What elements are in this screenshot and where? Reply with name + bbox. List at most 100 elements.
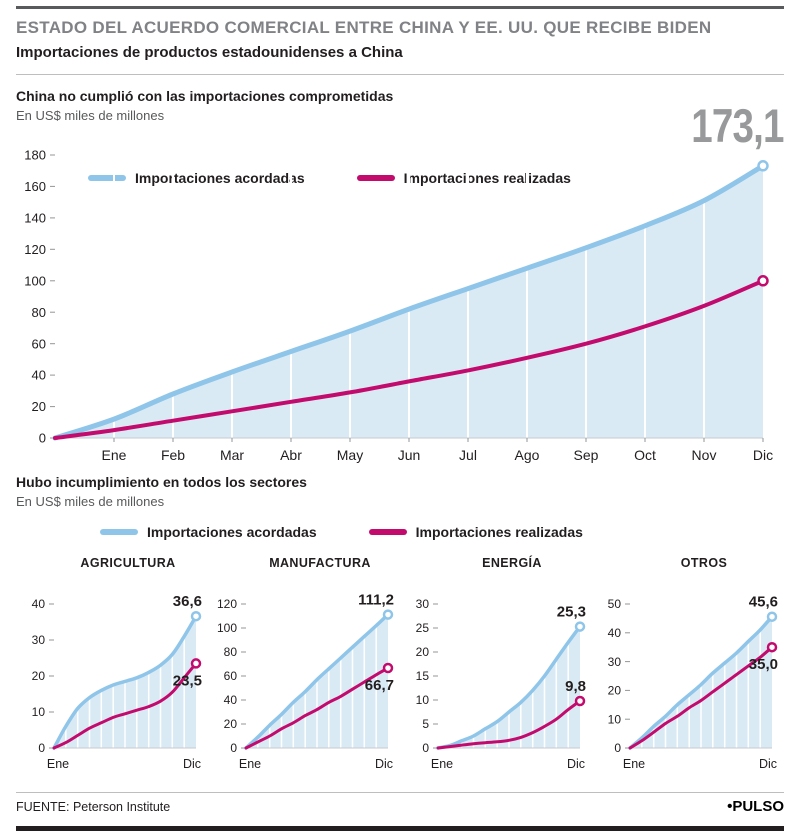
svg-text:Ago: Ago: [515, 447, 540, 463]
legend-item-agreed: Importaciones acordadas: [100, 524, 317, 540]
svg-text:Ene: Ene: [623, 757, 645, 771]
svg-text:20: 20: [224, 717, 238, 731]
svg-text:Dic: Dic: [753, 447, 773, 463]
svg-text:10: 10: [32, 705, 46, 719]
svg-text:Jul: Jul: [459, 447, 477, 463]
small-chart-otros: OTROS 0 10 20 30 40 50 Ene Dic 45,6 35,0: [592, 556, 784, 778]
svg-text:Abr: Abr: [280, 447, 302, 463]
svg-text:20: 20: [416, 645, 430, 659]
svg-text:Mar: Mar: [220, 447, 244, 463]
agreed-line-swatch: [88, 175, 126, 181]
section1-subtitle: En US$ miles de millones: [16, 108, 165, 123]
svg-text:30: 30: [608, 655, 622, 669]
svg-text:40: 40: [224, 693, 238, 707]
chart-title-manufactura: MANUFACTURA: [269, 556, 371, 570]
section1-title: China no cumplió con las importaciones c…: [16, 88, 394, 104]
svg-text:25: 25: [416, 621, 430, 635]
chart-energia: 0 5 10 15 20 25 30 Ene Dic 25,3 9,8: [416, 597, 586, 771]
svg-text:20: 20: [32, 399, 46, 414]
svg-text:30: 30: [416, 597, 430, 611]
svg-text:50: 50: [608, 597, 622, 611]
svg-text:5: 5: [422, 717, 429, 731]
section2-title: Hubo incumplimiento en todos los sectore…: [16, 474, 307, 490]
svg-text:Dic: Dic: [375, 757, 393, 771]
section2-subtitle: En US$ miles de millones: [16, 494, 165, 509]
svg-text:0: 0: [230, 741, 237, 755]
svg-text:100: 100: [24, 273, 46, 288]
svg-text:May: May: [337, 447, 363, 463]
svg-text:80: 80: [32, 305, 46, 320]
svg-text:Dic: Dic: [183, 757, 201, 771]
legend-label-agreed: Importaciones acordadas: [147, 524, 317, 540]
chart-title-energia: ENERGÍA: [482, 556, 542, 570]
agreed-line-swatch: [100, 529, 138, 535]
small-chart-manufactura: MANUFACTURA 0 20 40 60 80 100 120 Ene Dic 111,2 66…: [208, 556, 400, 778]
svg-text:0: 0: [39, 431, 46, 446]
legend-item-realized: Importaciones realizadas: [368, 524, 583, 540]
legend-item-agreed: Importaciones acordadas: [88, 170, 305, 186]
big-value-agreed: 173,1: [691, 99, 785, 152]
chart-agricultura: 0 10 20 30 40 Ene Dic 36,6 23,5: [32, 593, 202, 771]
footer-divider: [16, 792, 784, 793]
svg-text:40: 40: [32, 368, 46, 383]
svg-text:40: 40: [608, 626, 622, 640]
svg-text:45,6: 45,6: [749, 594, 778, 611]
svg-text:Nov: Nov: [692, 447, 717, 463]
svg-text:Dic: Dic: [759, 757, 777, 771]
svg-text:100: 100: [217, 621, 237, 635]
legend-label-realized: Importaciones realizadas: [415, 524, 583, 540]
chart-title-agricultura: AGRICULTURA: [80, 556, 176, 570]
header-divider: [16, 74, 784, 75]
svg-text:120: 120: [24, 242, 46, 257]
svg-text:20: 20: [32, 669, 46, 683]
svg-text:9,8: 9,8: [565, 678, 586, 695]
svg-text:40: 40: [32, 597, 46, 611]
top-rule: [16, 6, 784, 9]
svg-text:111,2: 111,2: [358, 592, 394, 609]
svg-text:120: 120: [217, 597, 237, 611]
svg-text:Jun: Jun: [398, 447, 421, 463]
svg-text:10: 10: [608, 712, 622, 726]
svg-text:36,6: 36,6: [173, 593, 202, 610]
svg-text:35,0: 35,0: [749, 656, 778, 673]
svg-text:160: 160: [24, 179, 46, 194]
svg-text:10: 10: [416, 693, 430, 707]
svg-text:Ene: Ene: [47, 757, 69, 771]
svg-text:0: 0: [614, 741, 621, 755]
svg-text:Dic: Dic: [567, 757, 585, 771]
svg-text:Feb: Feb: [161, 447, 185, 463]
svg-text:15: 15: [416, 669, 430, 683]
main-chart: 0 20 40 60 80 100 120 140 160 180 Ene Feb Mar Abr May J…: [24, 148, 773, 463]
svg-text:25,3: 25,3: [557, 604, 586, 621]
svg-text:180: 180: [24, 148, 46, 163]
svg-text:20: 20: [608, 684, 622, 698]
brand-logo: •PULSO: [727, 798, 784, 815]
svg-text:30: 30: [32, 633, 46, 647]
svg-text:Sep: Sep: [574, 447, 599, 463]
legend-item-realized: Importaciones realizadas: [356, 170, 571, 186]
svg-text:0: 0: [422, 741, 429, 755]
small-chart-agricultura: AGRICULTURA 0 10 20 30 40 Ene Dic 36,6 23,5: [16, 556, 208, 778]
source-credit: FUENTE: Peterson Institute: [16, 800, 171, 814]
legend-main: Importaciones acordadas Importaciones re…: [88, 170, 571, 186]
chart-manufactura: 0 20 40 60 80 100 120 Ene Dic 111,2 66,7: [217, 592, 394, 771]
svg-text:Oct: Oct: [634, 447, 656, 463]
kicker-title: ESTADO DEL ACUERDO COMERCIAL ENTRE CHINA…: [16, 18, 712, 37]
svg-text:60: 60: [32, 336, 46, 351]
svg-text:80: 80: [224, 645, 238, 659]
realized-line-swatch: [356, 175, 395, 181]
svg-text:140: 140: [24, 210, 46, 225]
svg-text:23,5: 23,5: [173, 672, 202, 689]
legend-label-realized: Importaciones realizadas: [403, 170, 571, 186]
svg-text:66,7: 66,7: [365, 677, 394, 694]
chart-otros: 0 10 20 30 40 50 Ene Dic 45,6 35,0: [608, 594, 778, 771]
realized-line-swatch: [368, 529, 407, 535]
legend-label-agreed: Importaciones acordadas: [135, 170, 305, 186]
svg-text:Ene: Ene: [102, 447, 127, 463]
page-title: Importaciones de productos estadounidens…: [16, 44, 403, 61]
chart-title-otros: OTROS: [680, 556, 728, 570]
svg-text:Ene: Ene: [239, 757, 261, 771]
legend-sectors: Importaciones acordadas Importaciones re…: [100, 524, 583, 540]
svg-text:Ene: Ene: [431, 757, 453, 771]
